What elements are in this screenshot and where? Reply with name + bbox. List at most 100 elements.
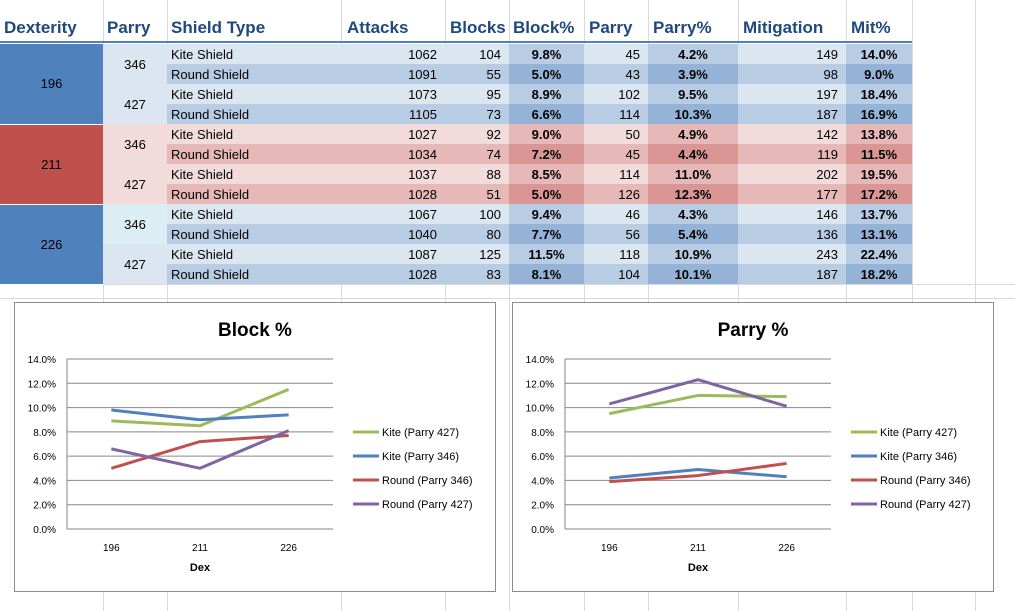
parry-cell[interactable]: 346 [103, 44, 167, 84]
mitigation-cell[interactable]: 187 [738, 264, 846, 284]
dexterity-cell[interactable]: 226 [0, 204, 103, 285]
header-dexterity[interactable]: Dexterity [4, 18, 77, 37]
header-attacks[interactable]: Attacks [347, 18, 409, 37]
mit-pct-cell[interactable]: 13.8% [846, 124, 912, 144]
parry-cell[interactable]: 427 [103, 84, 167, 124]
blocks-cell[interactable]: 51 [445, 184, 509, 204]
mit-pct-cell[interactable]: 17.2% [846, 184, 912, 204]
blocks-cell[interactable]: 88 [445, 164, 509, 184]
mit-pct-cell[interactable]: 9.0% [846, 64, 912, 84]
shield-type-cell[interactable]: Round Shield [167, 104, 341, 124]
block-pct-cell[interactable]: 7.2% [509, 144, 584, 164]
block-pct-cell[interactable]: 9.0% [509, 124, 584, 144]
blocks-cell[interactable]: 100 [445, 204, 509, 224]
parry-cell[interactable]: 346 [103, 124, 167, 164]
parries-cell[interactable]: 45 [584, 44, 648, 64]
mitigation-cell[interactable]: 136 [738, 224, 846, 244]
attacks-cell[interactable]: 1037 [341, 164, 445, 184]
mitigation-cell[interactable]: 187 [738, 104, 846, 124]
attacks-cell[interactable]: 1105 [341, 104, 445, 124]
blocks-cell[interactable]: 104 [445, 44, 509, 64]
mitigation-cell[interactable]: 146 [738, 204, 846, 224]
parries-cell[interactable]: 45 [584, 144, 648, 164]
shield-type-cell[interactable]: Round Shield [167, 184, 341, 204]
shield-type-cell[interactable]: Kite Shield [167, 204, 341, 224]
parries-cell[interactable]: 114 [584, 164, 648, 184]
shield-type-cell[interactable]: Kite Shield [167, 164, 341, 184]
block-pct-cell[interactable]: 5.0% [509, 184, 584, 204]
blocks-cell[interactable]: 74 [445, 144, 509, 164]
parry-cell[interactable]: 346 [103, 204, 167, 244]
block-pct-cell[interactable]: 7.7% [509, 224, 584, 244]
mitigation-cell[interactable]: 142 [738, 124, 846, 144]
blocks-cell[interactable]: 125 [445, 244, 509, 264]
parry-pct-cell[interactable]: 10.9% [648, 244, 738, 264]
shield-type-cell[interactable]: Round Shield [167, 264, 341, 284]
blocks-cell[interactable]: 55 [445, 64, 509, 84]
attacks-cell[interactable]: 1062 [341, 44, 445, 64]
blocks-cell[interactable]: 95 [445, 84, 509, 104]
parry-cell[interactable]: 427 [103, 164, 167, 204]
mitigation-cell[interactable]: 197 [738, 84, 846, 104]
parry-pct-chart[interactable]: Parry % 0.0% 2.0% 4.0% 6.0% 8.0% 10.0% 12.0% 14.… [512, 302, 994, 592]
blocks-cell[interactable]: 80 [445, 224, 509, 244]
shield-type-cell[interactable]: Kite Shield [167, 44, 341, 64]
header-block-pct[interactable]: Block% [513, 18, 575, 37]
shield-type-cell[interactable]: Kite Shield [167, 244, 341, 264]
parries-cell[interactable]: 126 [584, 184, 648, 204]
mitigation-cell[interactable]: 119 [738, 144, 846, 164]
parry-pct-cell[interactable]: 10.1% [648, 264, 738, 284]
block-pct-cell[interactable]: 11.5% [509, 244, 584, 264]
attacks-cell[interactable]: 1073 [341, 84, 445, 104]
block-pct-cell[interactable]: 8.5% [509, 164, 584, 184]
parries-cell[interactable]: 43 [584, 64, 648, 84]
shield-type-cell[interactable]: Kite Shield [167, 84, 341, 104]
dexterity-cell[interactable]: 211 [0, 124, 103, 205]
mit-pct-cell[interactable]: 13.1% [846, 224, 912, 244]
attacks-cell[interactable]: 1034 [341, 144, 445, 164]
mit-pct-cell[interactable]: 14.0% [846, 44, 912, 64]
shield-type-cell[interactable]: Round Shield [167, 64, 341, 84]
mitigation-cell[interactable]: 98 [738, 64, 846, 84]
attacks-cell[interactable]: 1091 [341, 64, 445, 84]
block-pct-chart[interactable]: Block % 0.0% 2.0% 4.0% 6.0% 8.0% 10.0% 12.0% 14.… [14, 302, 496, 592]
parry-pct-cell[interactable]: 4.4% [648, 144, 738, 164]
attacks-cell[interactable]: 1067 [341, 204, 445, 224]
dexterity-cell[interactable]: 196 [0, 44, 103, 125]
blocks-cell[interactable]: 73 [445, 104, 509, 124]
header-mitigation[interactable]: Mitigation [743, 18, 824, 37]
parry-pct-cell[interactable]: 4.9% [648, 124, 738, 144]
header-parry[interactable]: Parry [107, 18, 151, 37]
block-pct-cell[interactable]: 5.0% [509, 64, 584, 84]
shield-type-cell[interactable]: Kite Shield [167, 124, 341, 144]
mit-pct-cell[interactable]: 18.4% [846, 84, 912, 104]
parry-pct-cell[interactable]: 11.0% [648, 164, 738, 184]
mit-pct-cell[interactable]: 19.5% [846, 164, 912, 184]
attacks-cell[interactable]: 1027 [341, 124, 445, 144]
parry-pct-cell[interactable]: 12.3% [648, 184, 738, 204]
parry-pct-cell[interactable]: 10.3% [648, 104, 738, 124]
header-parry-pct[interactable]: Parry% [653, 18, 712, 37]
shield-type-cell[interactable]: Round Shield [167, 144, 341, 164]
mitigation-cell[interactable]: 202 [738, 164, 846, 184]
block-pct-cell[interactable]: 9.8% [509, 44, 584, 64]
mit-pct-cell[interactable]: 22.4% [846, 244, 912, 264]
parries-cell[interactable]: 102 [584, 84, 648, 104]
shield-type-cell[interactable]: Round Shield [167, 224, 341, 244]
parry-pct-cell[interactable]: 3.9% [648, 64, 738, 84]
parry-pct-cell[interactable]: 9.5% [648, 84, 738, 104]
attacks-cell[interactable]: 1028 [341, 184, 445, 204]
parries-cell[interactable]: 104 [584, 264, 648, 284]
header-shield-type[interactable]: Shield Type [171, 18, 266, 37]
attacks-cell[interactable]: 1087 [341, 244, 445, 264]
parry-pct-cell[interactable]: 5.4% [648, 224, 738, 244]
parry-cell[interactable]: 427 [103, 244, 167, 284]
block-pct-cell[interactable]: 8.1% [509, 264, 584, 284]
block-pct-cell[interactable]: 6.6% [509, 104, 584, 124]
parries-cell[interactable]: 114 [584, 104, 648, 124]
parries-cell[interactable]: 118 [584, 244, 648, 264]
parries-cell[interactable]: 46 [584, 204, 648, 224]
header-parries[interactable]: Parry [589, 18, 633, 37]
header-mit-pct[interactable]: Mit% [851, 18, 891, 37]
block-pct-cell[interactable]: 9.4% [509, 204, 584, 224]
